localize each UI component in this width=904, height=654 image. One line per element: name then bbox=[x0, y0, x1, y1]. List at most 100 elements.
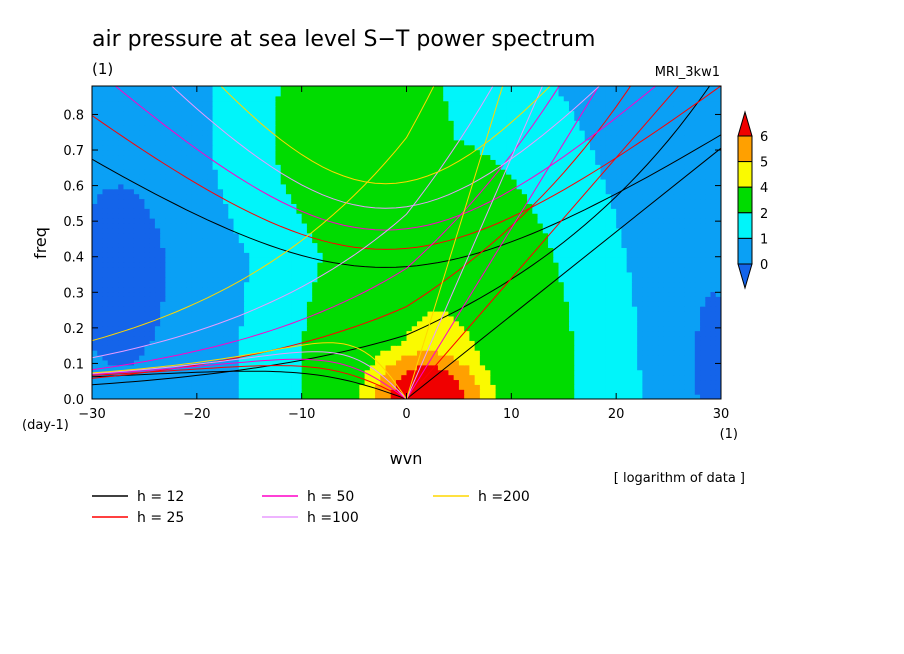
heatmap-cell bbox=[107, 276, 114, 283]
heatmap-cell bbox=[616, 394, 623, 399]
heatmap-cell bbox=[296, 330, 303, 337]
heatmap-cell bbox=[149, 262, 156, 268]
heatmap-cell bbox=[411, 384, 418, 390]
heatmap-cell bbox=[175, 345, 182, 351]
heatmap-cell bbox=[411, 286, 418, 293]
heatmap-cell bbox=[102, 310, 109, 317]
heatmap-cell bbox=[244, 262, 250, 268]
heatmap-cell bbox=[427, 286, 434, 293]
heatmap-cell bbox=[123, 310, 130, 317]
heatmap-cell bbox=[652, 306, 659, 312]
heatmap-cell bbox=[584, 345, 591, 351]
heatmap-cell bbox=[118, 350, 125, 356]
heatmap-cell bbox=[626, 354, 633, 361]
heatmap-cell bbox=[637, 301, 643, 307]
heatmap-cell bbox=[165, 208, 172, 214]
heatmap-cell bbox=[186, 247, 193, 253]
heatmap-cell bbox=[291, 306, 298, 312]
heatmap-cell bbox=[406, 301, 413, 307]
heatmap-cell bbox=[270, 276, 277, 283]
heatmap-cell bbox=[616, 242, 623, 248]
heatmap-cell bbox=[123, 286, 130, 293]
heatmap-cell bbox=[228, 271, 235, 278]
heatmap-cell bbox=[631, 301, 638, 307]
heatmap-cell bbox=[238, 301, 245, 307]
heatmap-cell bbox=[280, 257, 287, 263]
heatmap-cell bbox=[301, 369, 308, 376]
heatmap-cell bbox=[490, 389, 497, 395]
heatmap-cell bbox=[291, 203, 298, 209]
heatmap-cell bbox=[322, 320, 329, 327]
heatmap-cell bbox=[285, 320, 292, 327]
heatmap-cell bbox=[600, 227, 607, 234]
heatmap-cell bbox=[196, 271, 203, 278]
heatmap-cell bbox=[642, 394, 649, 399]
heatmap-cell bbox=[375, 379, 381, 385]
heatmap-cell bbox=[416, 198, 423, 204]
heatmap-cell bbox=[107, 306, 114, 312]
heatmap-cell bbox=[705, 384, 712, 390]
heatmap-cell bbox=[280, 252, 287, 258]
heatmap-cell bbox=[191, 394, 198, 399]
heatmap-cell bbox=[369, 369, 376, 376]
heatmap-cell bbox=[511, 252, 518, 258]
heatmap-cell bbox=[139, 247, 146, 253]
heatmap-cell bbox=[291, 257, 298, 263]
heatmap-cell bbox=[301, 262, 308, 268]
heatmap-cell bbox=[679, 345, 685, 351]
heatmap-cell bbox=[348, 247, 355, 253]
heatmap-cell bbox=[285, 291, 292, 297]
heatmap-cell bbox=[621, 237, 628, 244]
heatmap-cell bbox=[605, 325, 612, 332]
heatmap-cell bbox=[527, 345, 533, 351]
heatmap-cell bbox=[186, 271, 193, 278]
heatmap-cell bbox=[563, 252, 570, 258]
heatmap-cell bbox=[705, 350, 712, 356]
heatmap-cell bbox=[647, 262, 654, 268]
heatmap-cell bbox=[490, 345, 497, 351]
heatmap-cell bbox=[270, 247, 277, 253]
heatmap-cell bbox=[527, 364, 533, 371]
heatmap-cell bbox=[684, 306, 691, 312]
heatmap-cell bbox=[196, 257, 203, 263]
heatmap-cell bbox=[327, 203, 334, 209]
heatmap-cell bbox=[343, 345, 350, 351]
heatmap-cell bbox=[432, 310, 439, 317]
heatmap-cell bbox=[238, 369, 245, 376]
heatmap-cell bbox=[668, 222, 675, 229]
heatmap-cell bbox=[579, 257, 586, 263]
heatmap-cell bbox=[406, 218, 413, 224]
heatmap-cell bbox=[380, 271, 387, 278]
heatmap-cell bbox=[348, 345, 355, 351]
heatmap-cell bbox=[715, 276, 721, 283]
heatmap-cell bbox=[658, 320, 664, 327]
heatmap-cell bbox=[133, 281, 140, 288]
heatmap-cell bbox=[170, 301, 177, 307]
heatmap-cell bbox=[385, 389, 392, 395]
heatmap-cell bbox=[301, 384, 308, 390]
heatmap-cell bbox=[280, 384, 287, 390]
heatmap-cell bbox=[584, 271, 591, 278]
heatmap-cell bbox=[469, 218, 476, 224]
heatmap-cell bbox=[589, 315, 596, 322]
heatmap-cell bbox=[422, 359, 429, 366]
heatmap-cell bbox=[291, 320, 298, 327]
heatmap-cell bbox=[558, 271, 565, 278]
heatmap-cell bbox=[401, 242, 408, 248]
heatmap-cell bbox=[401, 262, 408, 268]
heatmap-cell bbox=[233, 394, 240, 399]
heatmap-cell bbox=[516, 203, 523, 209]
heatmap-cell bbox=[621, 335, 628, 341]
heatmap-cell bbox=[521, 310, 528, 317]
heatmap-cell bbox=[207, 266, 214, 273]
heatmap-cell bbox=[291, 247, 298, 253]
heatmap-cell bbox=[700, 374, 706, 381]
heatmap-cell bbox=[652, 257, 659, 263]
heatmap-cell bbox=[343, 271, 350, 278]
heatmap-cell bbox=[637, 276, 643, 283]
heatmap-cell bbox=[443, 310, 450, 317]
heatmap-cell bbox=[149, 213, 156, 219]
heatmap-cell bbox=[233, 281, 240, 288]
heatmap-cell bbox=[511, 354, 518, 361]
heatmap-cell bbox=[448, 242, 455, 248]
